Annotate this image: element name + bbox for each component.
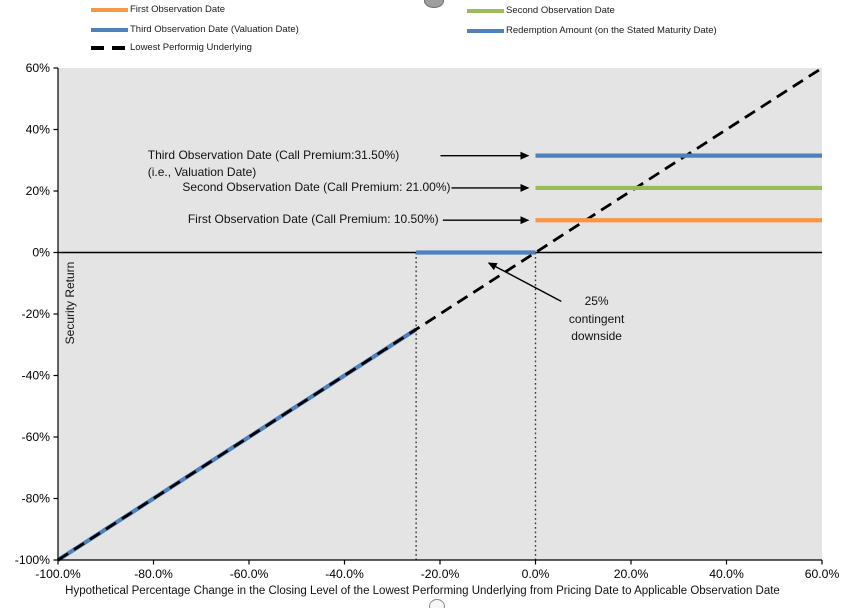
x-tick-label: 20.0% [614,567,649,581]
annotation-arrow-contingent-downside-callout [487,262,562,303]
annotation-line: downside [571,329,622,344]
x-tick-label: 0.0% [522,567,550,581]
legend-label: First Observation Date [130,4,226,15]
annotation-first-observation: First Observation Date (Call Premium: 10… [188,211,439,229]
annotation-second-observation: Second Observation Date (Call Premium: 2… [182,179,450,197]
annotation-line: First Observation Date (Call Premium: 10… [187,212,439,227]
y-tick-label: 20% [26,184,51,198]
y-tick-label: 60% [26,61,51,75]
legend-item-first-observation: First Observation Date [91,4,225,15]
y-tick-label: -40% [22,369,51,383]
annotation-line: 25% [584,294,609,309]
annotation-third-observation: Third Observation Date (Call Premium:31.… [148,147,399,182]
annotation-contingent-downside: 25% contingent downside [569,293,624,346]
y-tick-label: 40% [26,123,51,137]
legend-label: Second Observation Date [506,5,615,16]
x-tick-label: 60.0% [805,567,840,581]
y-tick-label: -60% [22,430,51,444]
y-tick-label: -80% [22,492,51,506]
x-tick-label: -80.0% [134,567,173,581]
selection-handle-icon [429,599,445,608]
annotation-line: contingent [568,311,625,326]
x-tick-label: -40.0% [325,567,364,581]
legend-item-third-observation: Third Observation Date (Valuation Date) [91,24,299,35]
legend-swatch-blue [467,28,504,33]
x-axis-title: Hypothetical Percentage Change in the Cl… [65,585,780,597]
legend-swatch-green [467,8,504,13]
y-tick-label: -100% [15,553,50,567]
x-tick-label: -20.0% [421,567,460,581]
annotation-line: Second Observation Date (Call Premium: 2… [182,180,451,195]
legend-item-redemption-amount: Redemption Amount (on the Stated Maturit… [467,25,717,36]
y-tick-label: 0% [32,246,50,260]
annotation-line: (i.e., Valuation Date) [147,165,257,180]
legend-swatch-dashed-black [91,45,128,50]
x-tick-label: 40.0% [709,567,744,581]
y-axis-title: Security Return [63,261,77,345]
annotation-line: Third Observation Date (Call Premium:31.… [147,147,400,162]
y-tick-label: -20% [22,307,51,321]
legend-swatch-blue [91,27,128,32]
x-tick-label: -100.0% [35,567,81,581]
legend-label: Lowest Performig Underlying [130,42,252,53]
legend-item-second-observation: Second Observation Date [467,5,615,16]
legend-label: Redemption Amount (on the Stated Maturit… [506,25,717,36]
legend-item-lowest-performing: Lowest Performig Underlying [91,42,252,53]
legend-label: Third Observation Date (Valuation Date) [130,24,299,35]
x-tick-label: -60.0% [230,567,269,581]
legend-swatch-orange [91,7,128,12]
